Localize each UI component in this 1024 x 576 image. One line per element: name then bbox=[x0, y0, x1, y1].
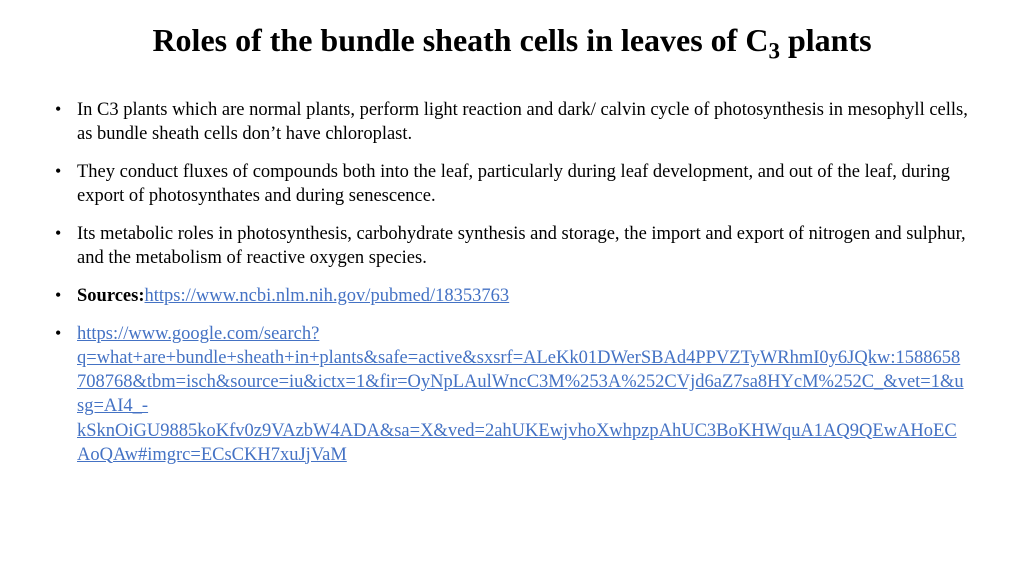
title-text-part1: Roles of the bundle sheath cells in leav… bbox=[152, 22, 768, 58]
slide-title: Roles of the bundle sheath cells in leav… bbox=[55, 20, 969, 60]
source-link-1[interactable]: https://www.ncbi.nlm.nih.gov/pubmed/1835… bbox=[145, 286, 510, 306]
bullet-text: They conduct fluxes of compounds both in… bbox=[77, 162, 950, 206]
list-item: Its metabolic roles in photosynthesis, c… bbox=[55, 222, 969, 270]
sources-label: Sources: bbox=[77, 286, 145, 306]
list-item: They conduct fluxes of compounds both in… bbox=[55, 160, 969, 208]
list-item-link: https://www.google.com/search?q=what+are… bbox=[55, 322, 969, 466]
title-text-part2: plants bbox=[780, 22, 872, 58]
bullet-text: Its metabolic roles in photosynthesis, c… bbox=[77, 224, 966, 268]
title-subscript: 3 bbox=[768, 37, 780, 63]
bullet-list: In C3 plants which are normal plants, pe… bbox=[55, 98, 969, 467]
list-item-sources: Sources:https://www.ncbi.nlm.nih.gov/pub… bbox=[55, 284, 969, 308]
bullet-text: In C3 plants which are normal plants, pe… bbox=[77, 100, 968, 144]
source-link-2[interactable]: https://www.google.com/search?q=what+are… bbox=[77, 324, 964, 464]
list-item: In C3 plants which are normal plants, pe… bbox=[55, 98, 969, 146]
